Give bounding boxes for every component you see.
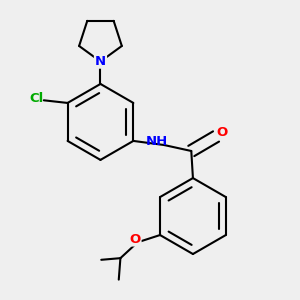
Text: Cl: Cl [29,92,44,106]
Text: NH: NH [146,135,168,148]
Text: O: O [129,232,141,245]
Text: N: N [95,55,106,68]
Text: O: O [216,126,228,139]
